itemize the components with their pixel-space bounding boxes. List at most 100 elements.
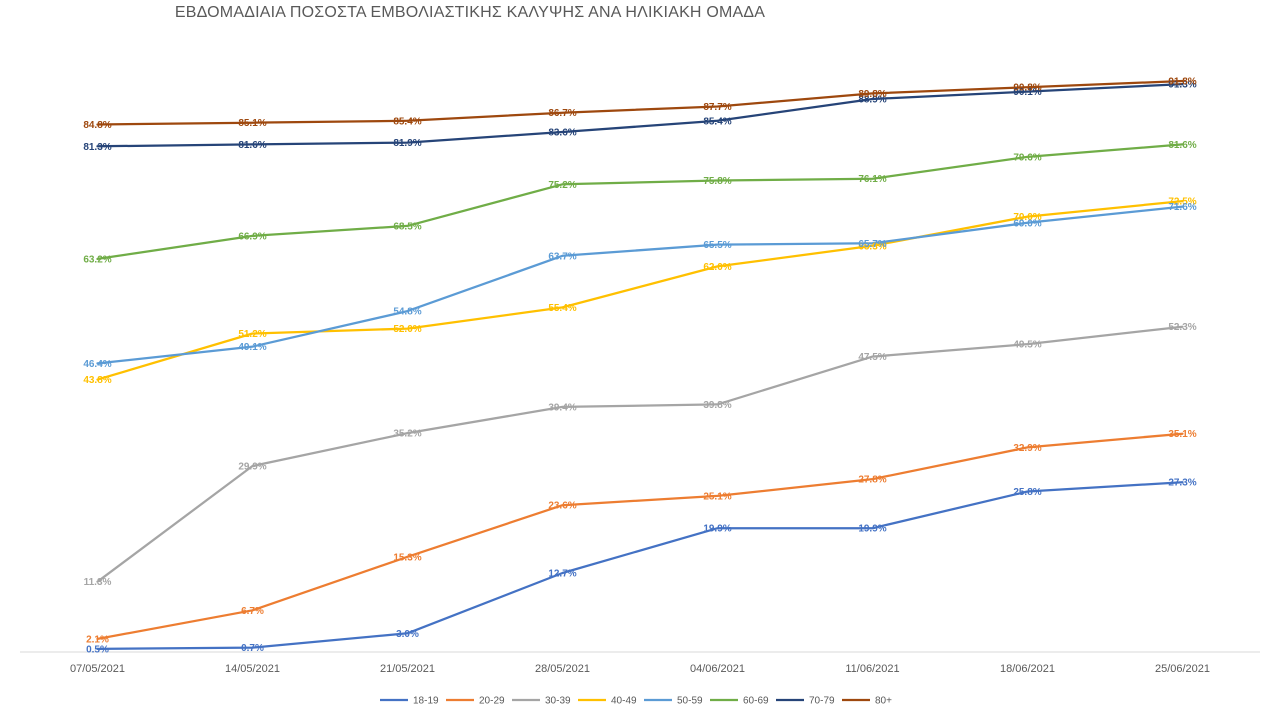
legend-item-40-49: 40-49 — [578, 696, 637, 707]
legend-label: 30-39 — [545, 696, 571, 707]
data-label: 27.8% — [858, 475, 886, 486]
data-label: 32.9% — [1013, 443, 1041, 454]
legend-label: 80+ — [875, 696, 892, 707]
data-label: 51.2% — [238, 329, 266, 340]
x-tick-label: 21/05/2021 — [380, 663, 435, 675]
x-tick-label: 18/06/2021 — [1000, 663, 1055, 675]
data-label: 49.1% — [238, 342, 266, 353]
x-tick-label: 25/06/2021 — [1155, 663, 1210, 675]
data-label: 12.7% — [548, 569, 576, 580]
data-label: 55.4% — [548, 303, 576, 314]
data-label: 29.9% — [238, 462, 266, 473]
data-label: 85.1% — [238, 118, 266, 129]
data-label: 3.0% — [396, 629, 419, 640]
data-labels-layer: 0.5% 0.7% 3.0% 12.7% 19.9% 19.9% 25.8% 27.3% 2.1… — [83, 77, 1196, 656]
data-label: 81.6% — [1168, 140, 1196, 151]
data-label: 35.2% — [393, 429, 421, 440]
series-line-70-79 — [96, 82, 1184, 148]
series-layer — [96, 79, 1184, 651]
series-line-60-69 — [96, 143, 1184, 261]
data-label: 35.1% — [1168, 429, 1196, 440]
data-label: 46.4% — [83, 359, 111, 370]
data-label: 47.5% — [858, 352, 886, 363]
data-label: 81.9% — [393, 138, 421, 149]
legend-item-18-19: 18-19 — [380, 696, 439, 707]
data-label: 71.6% — [1168, 202, 1196, 213]
data-label: 65.3% — [858, 241, 886, 252]
data-label: 62.0% — [703, 262, 731, 273]
data-label: 49.5% — [1013, 340, 1041, 351]
chart-title: ΕΒΔΟΜΑΔΙΑΙΑ ΠΟΣΟΣΤΑ ΕΜΒΟΛΙΑΣΤΙΚΗΣ ΚΑΛΥΨΗ… — [174, 4, 766, 21]
data-label: 6.7% — [241, 606, 264, 617]
x-tick-label: 07/05/2021 — [70, 663, 125, 675]
data-label: 75.2% — [548, 180, 576, 191]
legend-label: 70-79 — [809, 696, 835, 707]
data-label: 75.8% — [703, 176, 731, 187]
data-label: 87.7% — [703, 102, 731, 113]
legend-label: 40-49 — [611, 696, 637, 707]
series-line-50-59 — [96, 205, 1184, 365]
legend-label: 60-69 — [743, 696, 769, 707]
data-label: 43.8% — [83, 375, 111, 386]
data-label: 90.8% — [1013, 83, 1041, 94]
legend-item-50-59: 50-59 — [644, 696, 703, 707]
data-label: 23.6% — [548, 501, 576, 512]
data-label: 91.8% — [1168, 77, 1196, 88]
data-label: 84.8% — [83, 120, 111, 131]
data-label: 66.9% — [238, 231, 266, 242]
data-label: 0.5% — [86, 644, 109, 655]
series-line-20-29 — [96, 432, 1184, 641]
data-label: 79.6% — [1013, 152, 1041, 163]
axis-layer: 07/05/2021 14/05/2021 21/05/2021 28/05/2021… — [20, 651, 1260, 675]
data-label: 25.8% — [1013, 487, 1041, 498]
data-label: 91.3% — [1168, 80, 1196, 91]
data-label: 86.7% — [548, 108, 576, 119]
legend-label: 20-29 — [479, 696, 505, 707]
series-line-40-49 — [96, 199, 1184, 381]
data-label: 69.0% — [1013, 218, 1041, 229]
data-label: 54.8% — [393, 307, 421, 318]
data-label: 65.7% — [858, 239, 886, 250]
x-tick-label: 04/06/2021 — [690, 663, 745, 675]
data-label: 2.1% — [86, 634, 109, 645]
data-label: 72.5% — [1168, 197, 1196, 208]
data-label: 85.4% — [703, 116, 731, 127]
data-label: 89.8% — [858, 89, 886, 100]
data-label: 68.5% — [393, 221, 421, 232]
legend-item-20-29: 20-29 — [446, 696, 505, 707]
data-label: 39.8% — [703, 400, 731, 411]
data-label: 52.0% — [393, 324, 421, 335]
x-tick-label: 11/06/2021 — [845, 663, 899, 675]
data-label: 25.1% — [703, 491, 731, 502]
data-label: 81.3% — [83, 142, 111, 153]
data-label: 0.7% — [241, 643, 264, 654]
data-label: 90.1% — [1013, 87, 1041, 98]
data-label: 19.9% — [858, 524, 886, 535]
data-label: 70.0% — [1013, 212, 1041, 223]
data-label: 11.3% — [84, 577, 112, 588]
legend-item-30-39: 30-39 — [512, 696, 571, 707]
legend-item-70-79: 70-79 — [776, 696, 835, 707]
series-line-30-39 — [96, 325, 1184, 583]
data-label: 63.7% — [548, 251, 576, 262]
data-label: 15.3% — [393, 552, 421, 563]
x-tick-label: 28/05/2021 — [535, 663, 590, 675]
data-label: 76.1% — [858, 174, 886, 185]
x-tick-label: 14/05/2021 — [225, 663, 280, 675]
data-label: 85.4% — [393, 116, 421, 127]
data-label: 88.9% — [858, 95, 886, 106]
legend-label: 18-19 — [413, 696, 439, 707]
legend-item-60-69: 60-69 — [710, 696, 769, 707]
data-label: 65.5% — [703, 240, 731, 251]
legend-item-80+: 80+ — [842, 696, 892, 707]
data-label: 39.4% — [548, 402, 576, 413]
legend: 18-19 20-29 30-39 40-49 50-59 60-69 70-79 80+ — [380, 696, 892, 707]
data-label: 81.6% — [238, 140, 266, 151]
legend-label: 50-59 — [677, 696, 703, 707]
data-label: 83.6% — [548, 128, 576, 139]
data-label: 27.3% — [1168, 478, 1196, 489]
data-label: 19.9% — [703, 524, 731, 535]
series-line-80+ — [96, 79, 1184, 126]
